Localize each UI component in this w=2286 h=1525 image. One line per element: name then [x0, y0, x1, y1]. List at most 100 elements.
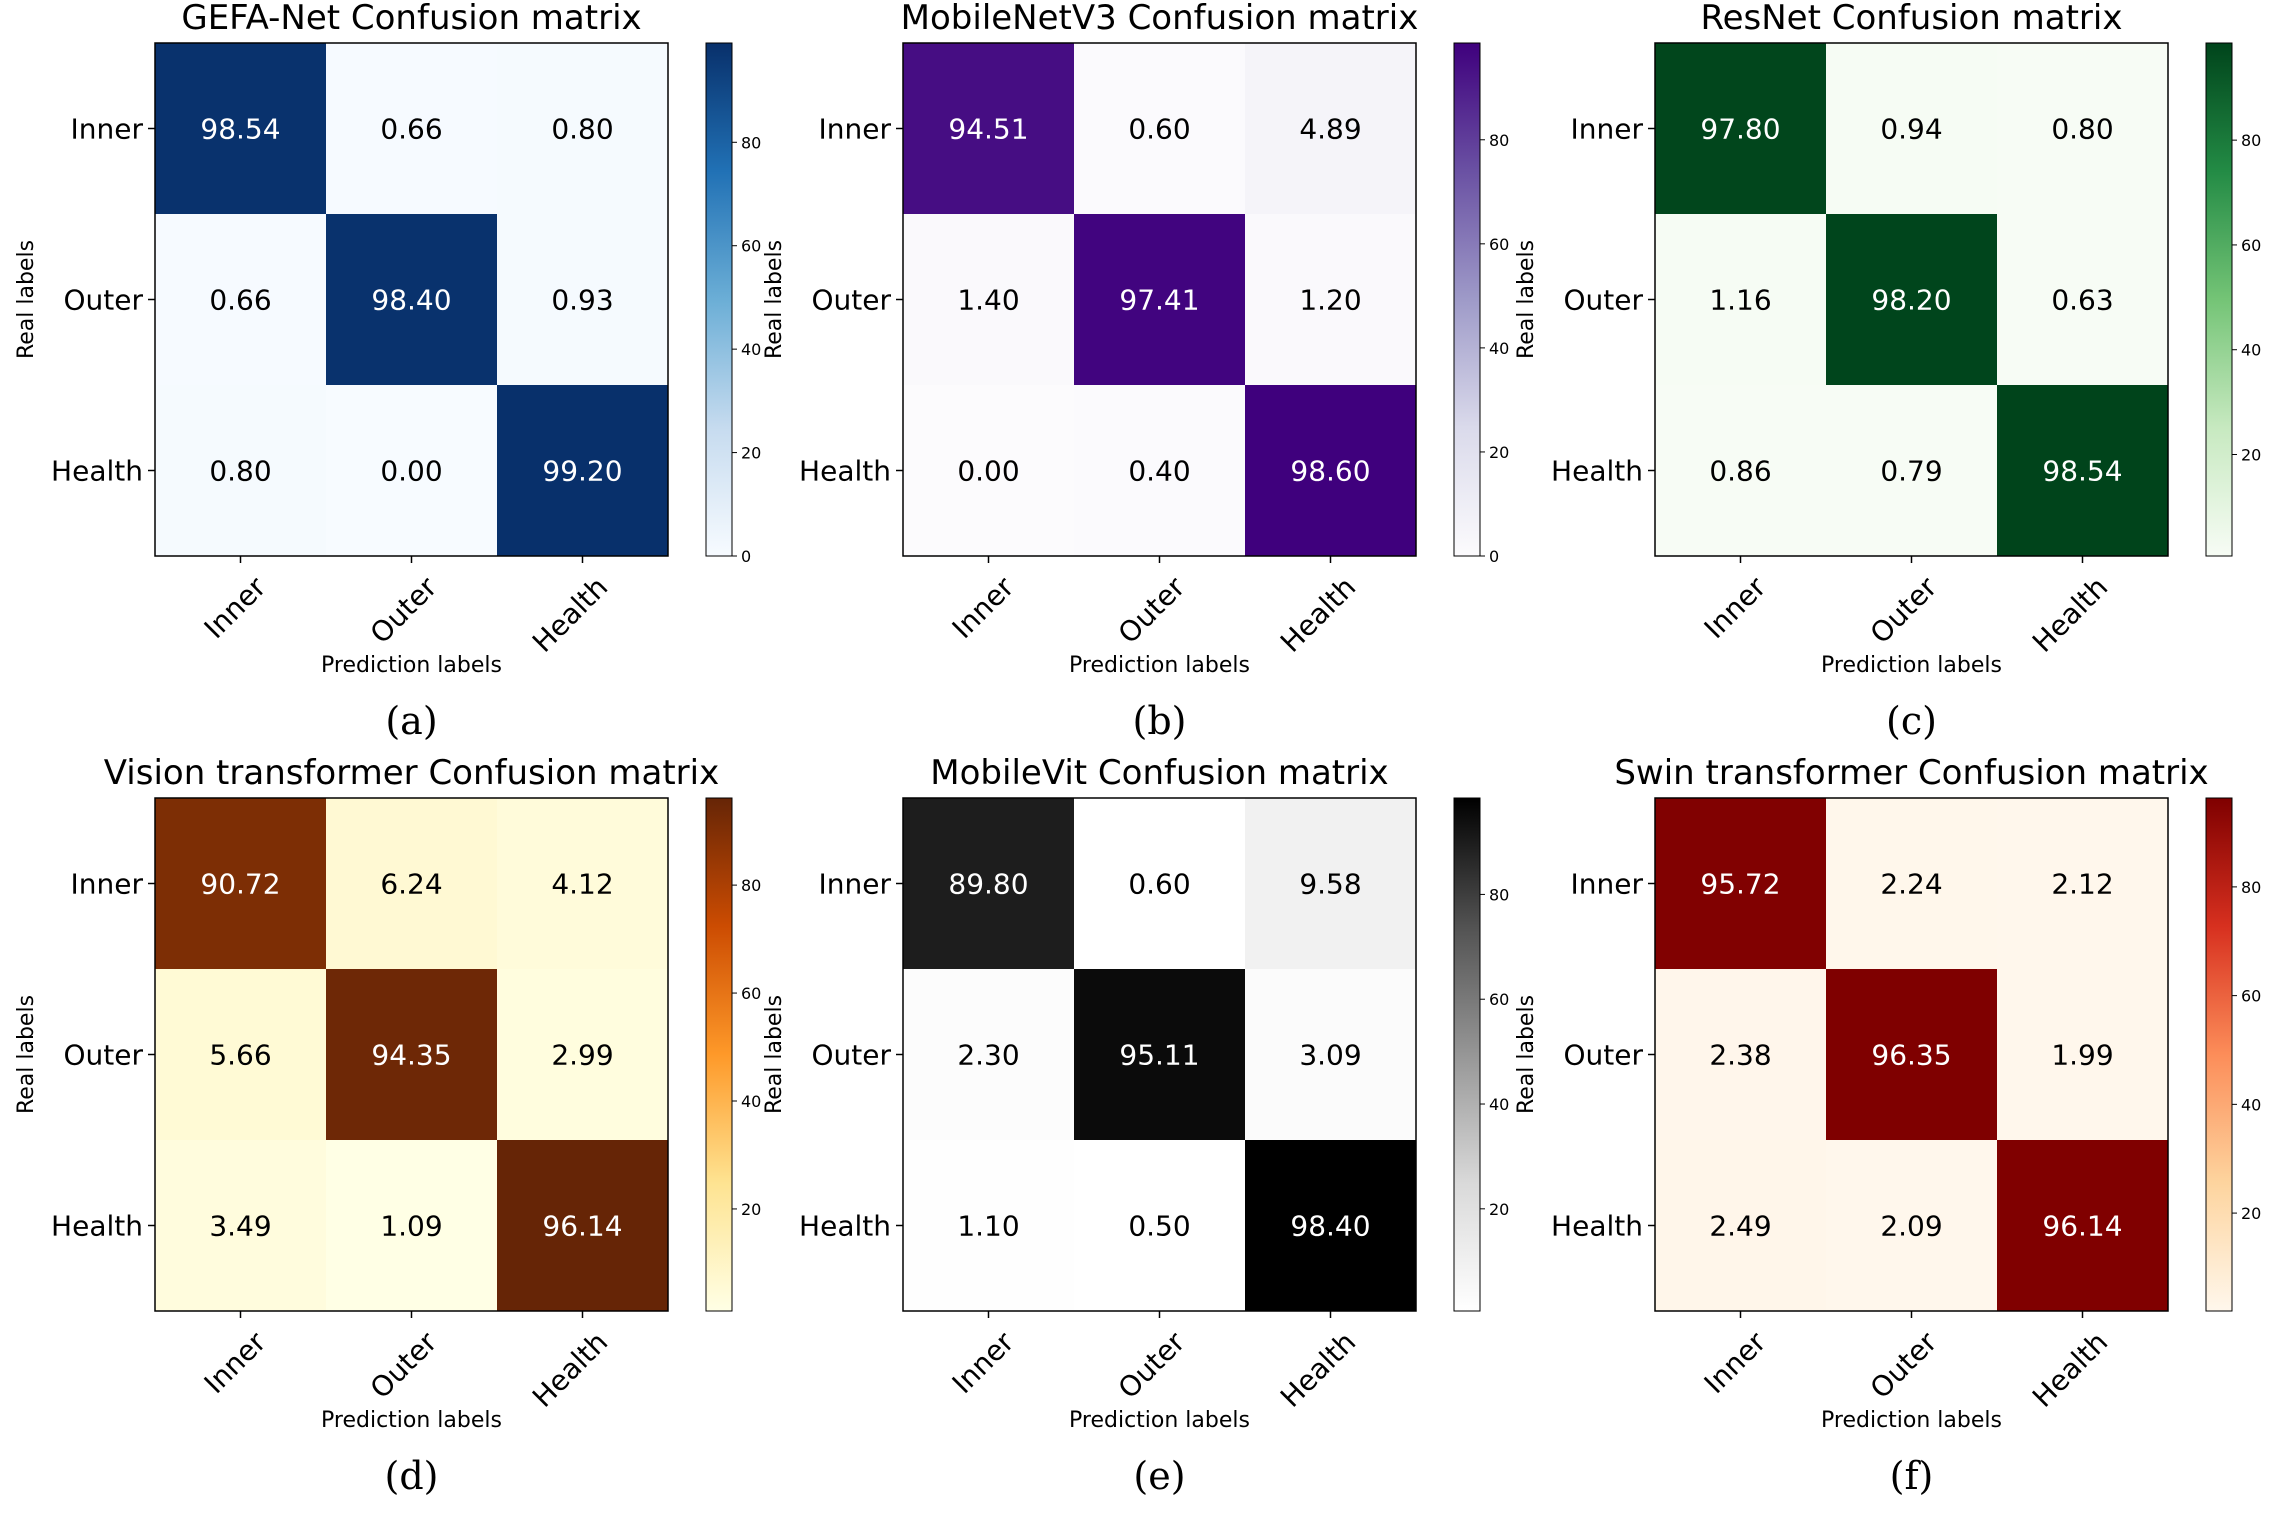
matrix-cell: [1655, 43, 1826, 214]
cell-value-label: 2.12: [2051, 868, 2113, 901]
cell-value-label: 0.93: [551, 284, 613, 317]
subfigure-caption: (c): [1886, 699, 1937, 743]
y-axis-label: Real labels: [762, 240, 787, 359]
x-tick-label: Health: [526, 570, 614, 658]
colorbar-tick-label: 20: [2241, 1204, 2261, 1223]
cell-value-label: 90.72: [200, 868, 280, 901]
matrix-cell: [1245, 385, 1416, 556]
x-axis-label: Prediction labels: [1069, 1408, 1250, 1433]
matrix-cell: [1245, 969, 1416, 1140]
confusion-matrix-panel: Swin transformer Confusion matrix 95.72 2.…: [1514, 753, 2261, 1498]
x-tick-label: Outer: [364, 1325, 444, 1405]
matrix-cell: [903, 969, 1074, 1140]
matrix-cell: [1997, 43, 2168, 214]
matrix-cell: [1655, 1140, 1826, 1311]
cell-value-label: 98.40: [371, 284, 451, 317]
matrix-cell: [497, 969, 668, 1140]
colorbar: [705, 42, 733, 557]
x-tick-label: Outer: [1864, 570, 1944, 650]
matrix-cell: [1997, 1140, 2168, 1311]
colorbar-tick-label: 80: [2241, 131, 2261, 150]
colorbar-tick-label: 40: [2241, 341, 2261, 360]
y-tick-label: Outer: [811, 284, 891, 317]
colorbar-tick-label: 0: [741, 547, 751, 566]
colorbar-tick-label: 0: [1489, 547, 1499, 566]
matrix-cell: [1826, 385, 1997, 556]
y-tick-label: Outer: [1563, 284, 1643, 317]
matrix-cell: [155, 798, 326, 969]
cell-value-label: 98.54: [2042, 455, 2122, 488]
matrix-cell: [1074, 798, 1245, 969]
colorbar-tick-label: 60: [2241, 987, 2261, 1006]
matrix-cell: [326, 798, 497, 969]
y-axis-label: Real labels: [14, 995, 39, 1114]
cell-value-label: 0.80: [551, 113, 613, 146]
x-tick-label: Inner: [198, 1325, 273, 1400]
matrix-cell: [1826, 43, 1997, 214]
cell-value-label: 98.40: [1290, 1210, 1370, 1243]
y-tick-label: Outer: [63, 1039, 143, 1072]
confusion-matrix-panel: MobileNetV3 Confusion matrix 94.51 0.60 4.8…: [762, 0, 1509, 743]
chart-title: GEFA-Net Confusion matrix: [181, 0, 641, 38]
matrix-cell: [497, 385, 668, 556]
matrix-cell: [903, 214, 1074, 385]
subfigure-caption: (f): [1890, 1454, 1934, 1498]
x-tick-label: Outer: [1864, 1325, 1944, 1405]
cell-value-label: 95.72: [1700, 868, 1780, 901]
y-axis-label: Real labels: [1514, 240, 1539, 359]
x-axis-label: Prediction labels: [321, 653, 502, 678]
colorbar: [1453, 797, 1481, 1312]
matrix-cell: [497, 1140, 668, 1311]
matrix-cell: [497, 43, 668, 214]
x-tick-label: Inner: [946, 570, 1021, 645]
cell-value-label: 89.80: [948, 868, 1028, 901]
cell-value-label: 0.40: [1128, 455, 1190, 488]
cell-value-label: 5.66: [209, 1039, 271, 1072]
cell-value-label: 1.16: [1709, 284, 1771, 317]
colorbar-tick-label: 80: [2241, 878, 2261, 897]
subfigure-caption: (d): [385, 1454, 439, 1498]
x-tick-label: Inner: [946, 1325, 1021, 1400]
matrix-cell: [326, 1140, 497, 1311]
matrix-cell: [155, 43, 326, 214]
x-axis-label: Prediction labels: [1821, 653, 2002, 678]
x-tick-label: Health: [526, 1325, 614, 1413]
matrix-cell: [326, 43, 497, 214]
matrix-cell: [1074, 385, 1245, 556]
cell-value-label: 97.41: [1119, 284, 1199, 317]
cell-value-label: 1.20: [1299, 284, 1361, 317]
cell-value-label: 0.60: [1128, 868, 1190, 901]
y-tick-label: Inner: [71, 113, 144, 146]
cell-value-label: 96.14: [2042, 1210, 2122, 1243]
cell-value-label: 0.00: [957, 455, 1019, 488]
x-tick-label: Outer: [364, 570, 444, 650]
cell-value-label: 94.35: [371, 1039, 451, 1072]
colorbar-tick-label: 80: [741, 133, 761, 152]
matrix-cell: [326, 969, 497, 1140]
x-tick-label: Health: [2026, 1325, 2114, 1413]
matrix-cell: [155, 385, 326, 556]
colorbar-tick-label: 40: [2241, 1095, 2261, 1114]
x-axis-label: Prediction labels: [1821, 1408, 2002, 1433]
cell-value-label: 2.38: [1709, 1039, 1771, 1072]
cell-value-label: 95.11: [1119, 1039, 1199, 1072]
x-axis-label: Prediction labels: [1069, 653, 1250, 678]
cell-value-label: 9.58: [1299, 868, 1361, 901]
matrix-cell: [903, 798, 1074, 969]
cell-value-label: 98.20: [1871, 284, 1951, 317]
matrix-cell: [903, 1140, 1074, 1311]
confusion-matrix-panel: MobileVit Confusion matrix 89.80 0.60 9.58 2…: [762, 753, 1509, 1498]
matrix-cell: [326, 385, 497, 556]
cell-value-label: 0.66: [209, 284, 271, 317]
y-tick-label: Outer: [63, 284, 143, 317]
x-tick-label: Inner: [1698, 570, 1773, 645]
y-tick-label: Inner: [1571, 868, 1644, 901]
matrix-cell: [155, 1140, 326, 1311]
cell-value-label: 1.99: [2051, 1039, 2113, 1072]
colorbar-tick-label: 20: [1489, 443, 1509, 462]
colorbar-tick-label: 80: [741, 876, 761, 895]
y-axis-label: Real labels: [762, 995, 787, 1114]
cell-value-label: 4.12: [551, 868, 613, 901]
colorbar-tick-label: 60: [2241, 236, 2261, 255]
